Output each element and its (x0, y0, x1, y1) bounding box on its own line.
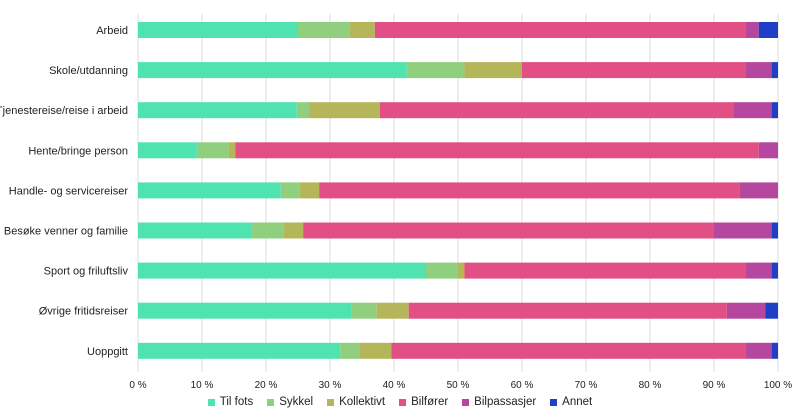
bar-segment-annet (758, 22, 778, 38)
x-tick-label: 90 % (703, 380, 726, 391)
x-tick-label: 60 % (511, 380, 534, 391)
x-tick-label: 20 % (255, 380, 278, 391)
bar-segment-bilpassasjer (726, 302, 766, 319)
bar-segments (138, 22, 778, 359)
bar-segment-bilpassasjer (714, 222, 772, 239)
category-label: Besøke venner og familie (4, 226, 128, 238)
legend-swatch (207, 398, 215, 406)
bar-segment-kollektivt (299, 182, 320, 199)
legend-item: Til fots (207, 396, 254, 408)
bar-segment-bilfører (522, 62, 746, 79)
bar-segment-bilpassasjer (739, 182, 778, 199)
x-axis-tick-labels: 0 % 10 % 20 % 30 % 40 % 50 % 60 % 70 % 80 % 90 % 1… (129, 380, 792, 391)
bar-segment-sykkel (426, 262, 458, 279)
bar-segment-annet (771, 222, 778, 239)
bar-segment-til-fots (138, 142, 197, 159)
legend-item: Bilfører (399, 396, 448, 408)
category-label: Uoppgitt (87, 346, 128, 358)
legend-item: Annet (550, 396, 592, 408)
bar-segment-bilpassasjer (733, 102, 772, 119)
legend-item: Sykkel (267, 396, 313, 408)
bar-segment-bilfører (374, 22, 746, 38)
bar-segment-til-fots (138, 222, 252, 239)
bar-segment-bilfører (379, 102, 734, 119)
bar-segment-bilpassasjer (758, 142, 778, 159)
bar-segment-til-fots (138, 262, 426, 279)
bar-segment-bilpassasjer (746, 62, 772, 79)
bar-segment-bilfører (319, 182, 740, 199)
bar-segment-kollektivt (309, 102, 380, 119)
legend-swatch (267, 398, 275, 406)
legend-swatch (550, 398, 558, 406)
bar-segment-kollektivt (464, 62, 522, 79)
x-tick-label: 70 % (575, 380, 598, 391)
bar-segment-annet (771, 262, 778, 279)
bar-segment-annet (771, 102, 778, 119)
bar-segment-til-fots (138, 182, 281, 199)
legend-item: Bilpassasjer (462, 396, 536, 408)
chart-legend: Til fots Sykkel Kollektivt Bilfører Bilpassa… (0, 396, 800, 408)
legend-label: Bilfører (411, 396, 449, 408)
category-label: Sport og friluftsliv (44, 266, 129, 278)
bar-segment-sykkel (406, 62, 465, 79)
legend-label: Til fots (219, 396, 254, 408)
category-label: Hente/bringe person (28, 145, 128, 157)
x-tick-label: 80 % (639, 380, 662, 391)
bar-segment-til-fots (138, 302, 352, 319)
bar-segment-sykkel (251, 222, 284, 239)
bar-segment-bilpassasjer (746, 22, 759, 38)
x-tick-label: 10 % (191, 380, 214, 391)
bar-segment-til-fots (138, 22, 298, 38)
bar-segment-kollektivt (359, 342, 392, 359)
legend-label: Sykkel (279, 396, 314, 408)
bar-segment-sykkel (280, 182, 300, 199)
bar-segment-sykkel (298, 22, 350, 38)
category-label: Arbeid (96, 25, 128, 37)
bar-segment-bilfører (464, 262, 746, 279)
legend-swatch (462, 398, 470, 406)
x-tick-label: 50 % (447, 380, 470, 391)
bar-segment-sykkel (196, 142, 229, 159)
category-label: Skole/utdanning (49, 65, 128, 77)
bar-segment-kollektivt (283, 222, 304, 239)
bar-segment-annet (771, 62, 778, 79)
bar-segment-bilfører (391, 342, 746, 359)
category-labels: Arbeid Skole/utdanning Tjenestereise/reise… (0, 25, 128, 358)
bar-segment-bilpassasjer (746, 262, 772, 279)
legend-swatch (399, 398, 407, 406)
category-label: Tjenestereise/reise i arbeid (0, 105, 128, 117)
bar-segment-sykkel (351, 302, 377, 319)
x-tick-label: 0 % (129, 380, 146, 391)
category-label: Handle- og servicereiser (9, 185, 129, 197)
bar-segment-annet (771, 342, 778, 359)
bar-segment-bilpassasjer (746, 342, 772, 359)
category-label: Øvrige fritidsreiser (39, 306, 129, 318)
legend-item: Kollektivt (327, 396, 385, 408)
bar-segment-til-fots (138, 62, 407, 79)
bar-segment-bilfører (235, 142, 759, 159)
bar-segment-til-fots (138, 102, 297, 119)
bar-segment-kollektivt (376, 302, 409, 319)
x-tick-label: 100 % (764, 380, 792, 391)
bar-segment-kollektivt (349, 22, 375, 38)
bar-segment-sykkel (340, 342, 360, 359)
legend-label: Annet (562, 396, 593, 408)
bar-segment-kollektivt (228, 142, 236, 159)
legend-swatch (327, 398, 335, 406)
bar-segment-kollektivt (458, 262, 465, 279)
bar-segment-bilfører (408, 302, 727, 319)
bar-segment-bilfører (303, 222, 714, 239)
legend-label: Bilpassasjer (474, 396, 537, 408)
x-tick-label: 30 % (319, 380, 342, 391)
legend-label: Kollektivt (339, 396, 386, 408)
x-tick-label: 40 % (383, 380, 406, 391)
bar-segment-til-fots (138, 342, 341, 359)
bar-segment-annet (765, 302, 778, 319)
bar-segment-sykkel (296, 102, 310, 119)
